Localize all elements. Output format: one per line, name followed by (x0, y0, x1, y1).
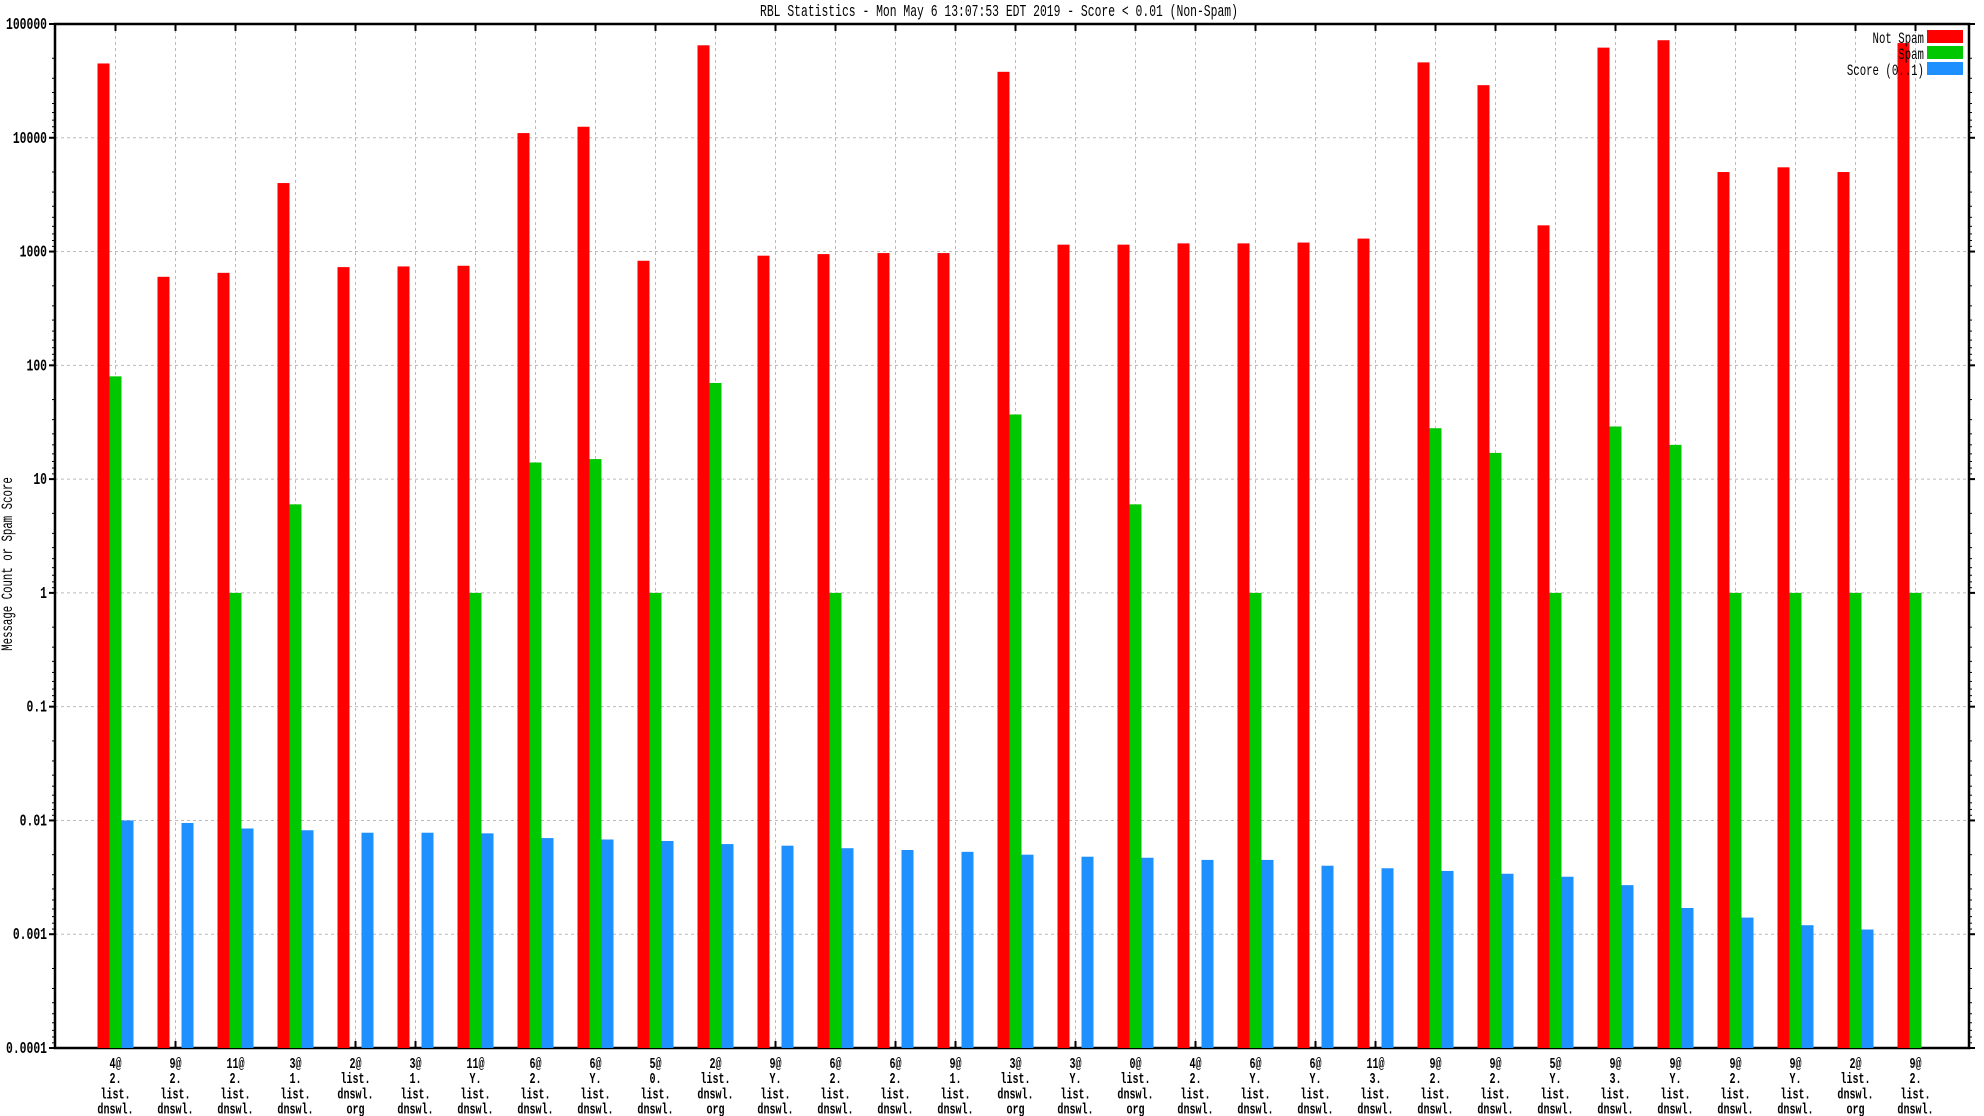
svg-text:100000: 100000 (6, 16, 47, 35)
svg-text:100: 100 (27, 357, 47, 376)
svg-text:dnswl.: dnswl. (1477, 1101, 1513, 1116)
svg-text:dnswl.: dnswl. (1897, 1101, 1933, 1116)
svg-text:0.0001: 0.0001 (6, 1040, 47, 1059)
svg-text:0.01: 0.01 (20, 813, 48, 832)
svg-text:dnswl.: dnswl. (1717, 1101, 1753, 1116)
svg-text:RBL Statistics - Mon May 6 13: RBL Statistics - Mon May 6 13:07:53 EDT … (760, 3, 1238, 22)
svg-text:dnswl.: dnswl. (637, 1101, 673, 1116)
svg-text:org: org (1126, 1101, 1144, 1116)
svg-text:dnswl.: dnswl. (277, 1101, 313, 1116)
svg-text:1000: 1000 (20, 244, 47, 263)
svg-text:10: 10 (33, 471, 47, 490)
svg-text:Score (0..1): Score (0..1) (1847, 63, 1924, 81)
svg-text:dnswl.: dnswl. (937, 1101, 973, 1116)
svg-text:dnswl.: dnswl. (517, 1101, 553, 1116)
svg-text:dnswl.: dnswl. (397, 1101, 433, 1116)
svg-text:dnswl.: dnswl. (1297, 1101, 1333, 1116)
svg-text:dnswl.: dnswl. (757, 1101, 793, 1116)
svg-text:10000: 10000 (13, 130, 47, 149)
svg-text:1: 1 (40, 585, 47, 604)
svg-text:dnswl.: dnswl. (577, 1101, 613, 1116)
svg-text:dnswl.: dnswl. (877, 1101, 913, 1116)
svg-text:Not Spam: Not Spam (1873, 31, 1924, 49)
svg-text:dnswl.: dnswl. (1657, 1101, 1693, 1116)
svg-text:org: org (346, 1101, 364, 1116)
svg-text:org: org (706, 1101, 724, 1116)
svg-text:dnswl.: dnswl. (1597, 1101, 1633, 1116)
svg-text:dnswl.: dnswl. (1357, 1101, 1393, 1116)
svg-text:dnswl.: dnswl. (97, 1101, 133, 1116)
svg-text:dnswl.: dnswl. (1057, 1101, 1093, 1116)
svg-text:dnswl.: dnswl. (157, 1101, 193, 1116)
svg-text:dnswl.: dnswl. (1177, 1101, 1213, 1116)
svg-text:org: org (1006, 1101, 1024, 1116)
svg-text:dnswl.: dnswl. (1417, 1101, 1453, 1116)
svg-text:dnswl.: dnswl. (1537, 1101, 1573, 1116)
svg-text:dnswl.: dnswl. (457, 1101, 493, 1116)
svg-text:Message Count or Spam Score: Message Count or Spam Score (0, 477, 18, 651)
svg-text:dnswl.: dnswl. (1777, 1101, 1813, 1116)
svg-text:0.001: 0.001 (13, 926, 47, 945)
svg-text:dnswl.: dnswl. (217, 1101, 253, 1116)
svg-text:Spam: Spam (1898, 47, 1924, 65)
svg-text:dnswl.: dnswl. (817, 1101, 853, 1116)
svg-text:dnswl.: dnswl. (1237, 1101, 1273, 1116)
svg-text:0.1: 0.1 (27, 699, 48, 718)
svg-text:org: org (1846, 1101, 1864, 1116)
